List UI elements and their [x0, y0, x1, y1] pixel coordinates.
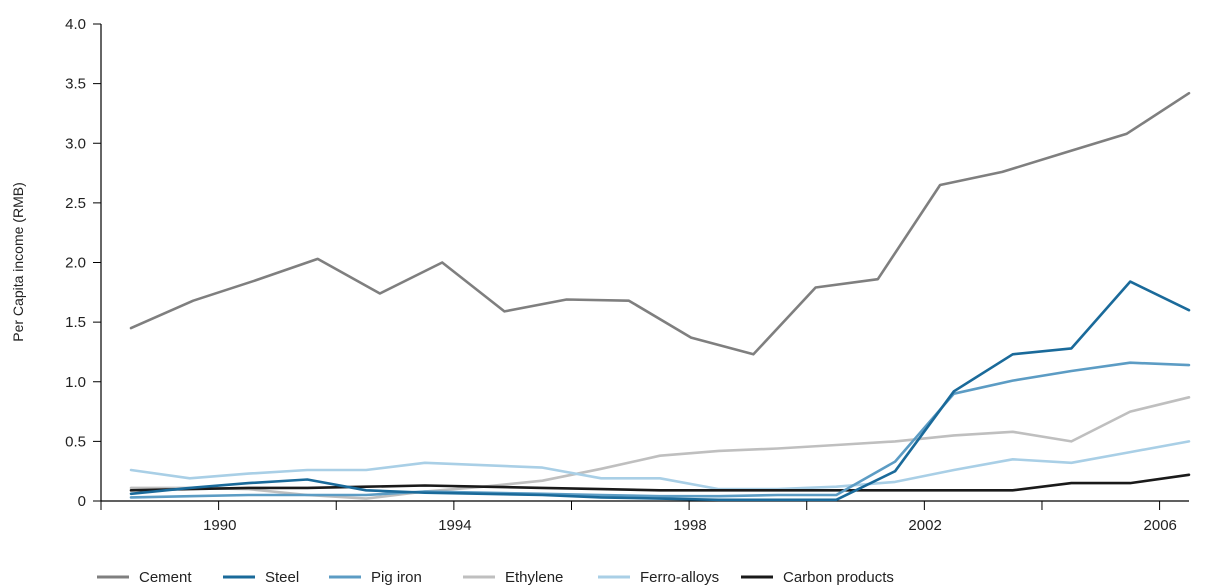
x-tick-label: 2002	[908, 517, 941, 534]
y-tick-label: 2.0	[65, 255, 86, 272]
x-tick-label: 1994	[438, 517, 471, 534]
series-line-cement	[129, 91, 1191, 356]
y-tick-label: 1.5	[65, 314, 86, 331]
y-tick-label: 2.5	[65, 195, 86, 212]
y-tick-label: 1.0	[65, 374, 86, 391]
series-lines	[129, 91, 1191, 502]
y-tick-label: 3.0	[65, 135, 86, 152]
axes	[93, 23, 1189, 510]
legend-label-ethylene: Ethylene	[505, 569, 563, 586]
y-tick-label: 0	[78, 493, 86, 510]
series-line-ferro-alloys	[129, 440, 1191, 491]
x-tick-label: 1990	[203, 517, 236, 534]
series-line-ethylene	[129, 395, 1191, 500]
series-line-carbon-products	[129, 473, 1191, 492]
tick-labels: 0 0.5 1.0 1.5 2.0 2.5 3.0 3.5 4.0 1990 1994 1998 200…	[65, 16, 1177, 534]
legend-label-cement: Cement	[139, 569, 192, 586]
legend-label-steel: Steel	[265, 569, 299, 586]
y-axis-title: Per Capita income (RMB)	[10, 182, 26, 342]
x-tick-label: 2006	[1144, 517, 1177, 534]
legend-label-ferro-alloys: Ferro-alloys	[640, 569, 719, 586]
y-tick-label: 4.0	[65, 16, 86, 33]
series-line-pig-iron	[129, 361, 1191, 499]
legend-label-carbon-products: Carbon products	[783, 569, 894, 586]
series-line-steel	[129, 280, 1191, 502]
legend: Cement Steel Pig iron Ethylene Ferro-alloys C…	[97, 569, 894, 586]
y-tick-label: 3.5	[65, 76, 86, 93]
y-tick-label: 0.5	[65, 433, 86, 450]
x-tick-label: 1998	[673, 517, 706, 534]
legend-label-pig-iron: Pig iron	[371, 569, 422, 586]
